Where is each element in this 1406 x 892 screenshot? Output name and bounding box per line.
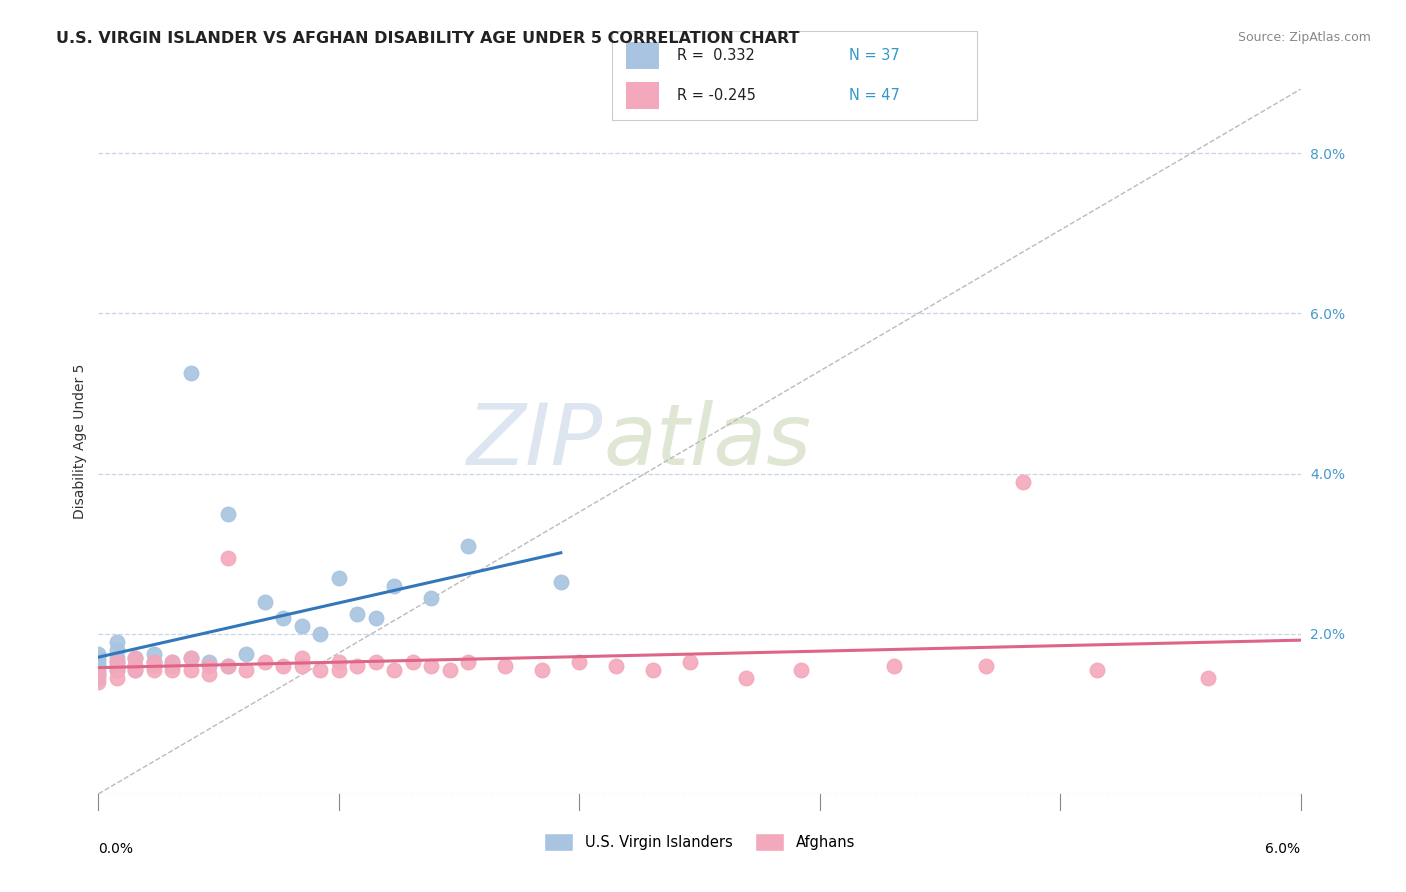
Point xyxy=(180,650,202,665)
Text: ZIP: ZIP xyxy=(467,400,603,483)
Point xyxy=(328,655,350,669)
Point xyxy=(105,642,128,657)
Point xyxy=(124,663,146,677)
Point xyxy=(105,663,128,677)
Point xyxy=(105,663,128,677)
Point xyxy=(420,658,443,673)
Point xyxy=(346,658,368,673)
Text: Source: ZipAtlas.com: Source: ZipAtlas.com xyxy=(1237,31,1371,45)
Point xyxy=(605,658,627,673)
Point xyxy=(198,655,221,669)
Y-axis label: Disability Age Under 5: Disability Age Under 5 xyxy=(73,364,87,519)
Point xyxy=(364,655,387,669)
Point xyxy=(142,663,165,677)
Point xyxy=(87,655,110,669)
Point xyxy=(142,647,165,661)
Point xyxy=(291,658,314,673)
Point xyxy=(198,666,221,681)
Point xyxy=(550,574,572,589)
Point xyxy=(420,591,443,605)
Point xyxy=(1012,475,1035,489)
Point xyxy=(790,663,813,677)
Text: U.S. VIRGIN ISLANDER VS AFGHAN DISABILITY AGE UNDER 5 CORRELATION CHART: U.S. VIRGIN ISLANDER VS AFGHAN DISABILIT… xyxy=(56,31,800,46)
Point xyxy=(162,658,184,673)
FancyBboxPatch shape xyxy=(626,82,659,109)
Point xyxy=(235,663,257,677)
Point xyxy=(273,610,295,624)
Point xyxy=(87,674,110,689)
Point xyxy=(273,658,295,673)
Point xyxy=(180,663,202,677)
Text: 6.0%: 6.0% xyxy=(1265,842,1301,856)
Point xyxy=(180,367,202,381)
Point xyxy=(105,658,128,673)
Point xyxy=(364,610,387,624)
Point xyxy=(124,650,146,665)
Point xyxy=(346,607,368,621)
Point xyxy=(457,539,479,553)
Text: 0.0%: 0.0% xyxy=(98,842,134,856)
Point xyxy=(494,658,516,673)
Point xyxy=(87,666,110,681)
Point xyxy=(105,671,128,685)
Point xyxy=(883,658,905,673)
Point xyxy=(162,655,184,669)
Point xyxy=(309,663,332,677)
Text: R = -0.245: R = -0.245 xyxy=(678,88,756,103)
Point xyxy=(87,658,110,673)
Point xyxy=(402,655,425,669)
Point xyxy=(124,663,146,677)
Point xyxy=(217,507,239,521)
Point xyxy=(142,655,165,669)
Point xyxy=(87,650,110,665)
Point xyxy=(162,663,184,677)
Point xyxy=(142,658,165,673)
Point xyxy=(643,663,665,677)
Point xyxy=(235,647,257,661)
Point xyxy=(87,666,110,681)
Point xyxy=(217,658,239,673)
Legend: U.S. Virgin Islanders, Afghans: U.S. Virgin Islanders, Afghans xyxy=(538,828,860,857)
Point xyxy=(457,655,479,669)
Point xyxy=(974,658,997,673)
Point xyxy=(217,550,239,565)
Point xyxy=(382,663,405,677)
Text: N = 37: N = 37 xyxy=(849,48,900,62)
Point xyxy=(124,658,146,673)
Text: R =  0.332: R = 0.332 xyxy=(678,48,755,62)
Text: atlas: atlas xyxy=(603,400,811,483)
Point xyxy=(124,650,146,665)
Point xyxy=(679,655,702,669)
Point xyxy=(198,658,221,673)
Point xyxy=(734,671,756,685)
Text: N = 47: N = 47 xyxy=(849,88,900,103)
Point xyxy=(291,650,314,665)
Point xyxy=(328,571,350,585)
FancyBboxPatch shape xyxy=(626,42,659,69)
Point xyxy=(253,655,276,669)
Point xyxy=(105,650,128,665)
Point xyxy=(105,655,128,669)
Point xyxy=(217,658,239,673)
Point xyxy=(1197,671,1219,685)
Point xyxy=(531,663,554,677)
Point xyxy=(328,663,350,677)
Point xyxy=(124,658,146,673)
Point xyxy=(568,655,591,669)
Point xyxy=(105,655,128,669)
Point xyxy=(382,579,405,593)
Point xyxy=(162,655,184,669)
Point xyxy=(87,663,110,677)
Point xyxy=(1085,663,1108,677)
Point xyxy=(142,655,165,669)
Point xyxy=(105,634,128,648)
Point xyxy=(87,647,110,661)
Point xyxy=(309,626,332,640)
Point xyxy=(291,618,314,632)
Point xyxy=(253,595,276,609)
Point xyxy=(87,671,110,685)
Point xyxy=(439,663,461,677)
Point xyxy=(180,650,202,665)
